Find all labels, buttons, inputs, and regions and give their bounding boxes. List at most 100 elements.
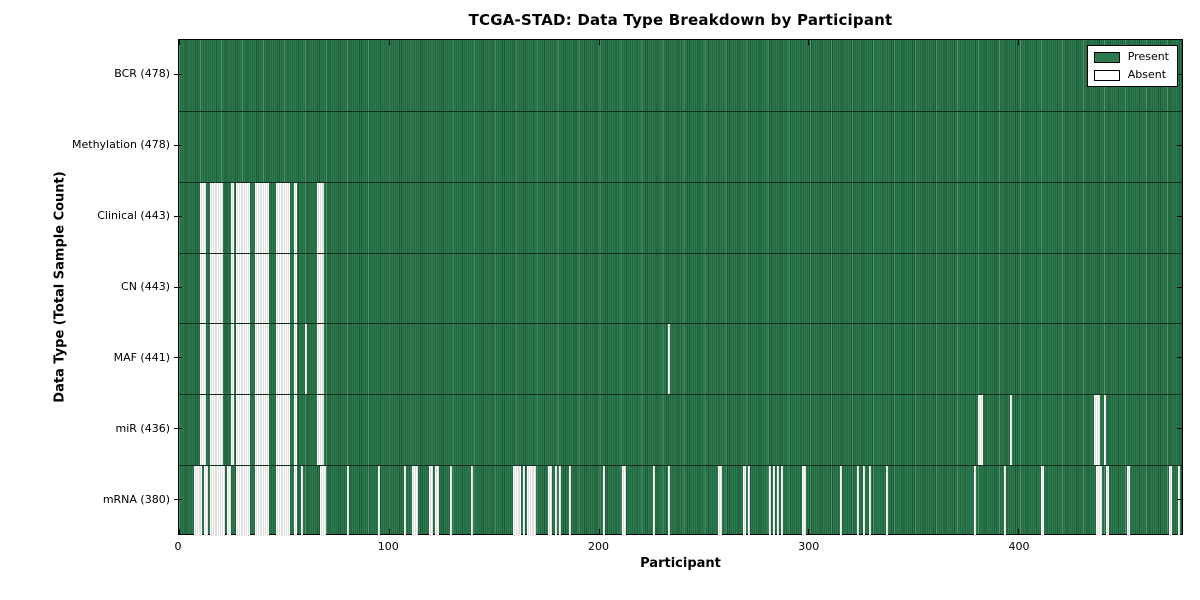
absent-stripe — [667, 465, 670, 536]
absent-stripe — [667, 323, 670, 395]
y-tick — [1177, 215, 1182, 217]
absent-stripe — [210, 181, 224, 253]
y-tick-label: CN (443) — [121, 280, 170, 293]
x-tick-label: 100 — [377, 540, 399, 553]
x-tick-label: 0 — [174, 540, 182, 553]
absent-stripe — [974, 465, 977, 536]
x-tick — [808, 40, 810, 45]
x-tick — [598, 529, 600, 534]
absent-stripe — [317, 323, 324, 395]
y-tick-label: Methylation (478) — [72, 138, 170, 152]
absent-stripe — [254, 252, 270, 324]
absent-stripe — [449, 465, 452, 536]
absent-stripe — [275, 323, 291, 395]
y-tick — [1177, 286, 1182, 288]
absent-stripe — [235, 252, 251, 324]
legend-present-label: Present — [1127, 50, 1169, 63]
absent-stripe — [839, 465, 843, 536]
absent-stripe — [1177, 465, 1180, 536]
absent-stripe — [527, 465, 536, 536]
absent-stripe — [317, 394, 324, 466]
x-tick — [388, 529, 390, 534]
absent-stripe — [1009, 394, 1013, 466]
absent-stripe — [978, 394, 983, 466]
absent-stripe — [231, 181, 234, 253]
y-tick — [174, 499, 182, 501]
y-tick — [1177, 357, 1182, 359]
absent-stripe — [743, 465, 746, 536]
absent-stripe — [869, 465, 872, 536]
absent-stripe — [210, 252, 224, 324]
y-tick-label: Clinical (443) — [97, 209, 170, 223]
y-tick-label: mRNA (380) — [102, 492, 170, 506]
absent-stripe — [275, 252, 291, 324]
absent-stripe — [294, 465, 297, 536]
x-axis-title: Participant — [640, 556, 721, 571]
chart-title: TCGA-STAD: Data Type Breakdown by Partic… — [468, 11, 893, 29]
absent-stripe — [403, 465, 406, 536]
absent-stripe — [275, 181, 291, 253]
y-tick-label: MAF (441) — [113, 350, 170, 364]
y-tick — [1177, 499, 1182, 501]
legend-item-present: Present — [1093, 50, 1169, 64]
absent-stripe — [254, 465, 270, 536]
absent-stripe — [210, 323, 224, 395]
x-tick-label: 400 — [1008, 540, 1030, 553]
absent-stripe — [199, 394, 207, 466]
absent-stripe — [317, 252, 324, 324]
absent-stripe — [802, 465, 807, 536]
x-tick-label: 300 — [798, 540, 820, 553]
absent-stripe — [569, 465, 572, 536]
y-tick — [174, 144, 182, 146]
absent-stripe — [275, 465, 291, 536]
absent-stripe — [317, 181, 324, 253]
absent-stripe — [254, 394, 270, 466]
absent-stripe — [523, 465, 526, 536]
absent-stripe — [1003, 465, 1006, 536]
absent-stripe — [554, 465, 557, 536]
x-tick — [388, 40, 390, 45]
y-tick — [174, 428, 182, 430]
absent-stripe — [294, 323, 297, 395]
absent-stripe — [621, 465, 626, 536]
absent-stripe — [434, 465, 440, 536]
absent-stripe — [235, 323, 251, 395]
y-tick — [1177, 73, 1182, 75]
absent-stripe — [411, 465, 419, 536]
x-tick — [1018, 529, 1020, 534]
absent-stripe — [235, 465, 251, 536]
absent-stripe — [199, 181, 207, 253]
y-tick — [1177, 428, 1182, 430]
absent-stripe — [275, 394, 291, 466]
x-tick — [1018, 40, 1020, 45]
absent-stripe — [300, 465, 303, 536]
absent-stripe — [1104, 394, 1107, 466]
absent-stripe — [254, 323, 270, 395]
absent-stripe — [718, 465, 723, 536]
absent-stripe — [602, 465, 605, 536]
y-tick — [174, 286, 182, 288]
y-tick — [174, 357, 182, 359]
absent-stripe — [428, 465, 433, 536]
x-tick — [598, 40, 600, 45]
absent-stripe — [548, 465, 553, 536]
absent-stripe — [235, 181, 251, 253]
absent-stripe — [777, 465, 780, 536]
row-separator — [179, 465, 1182, 467]
absent-stripe — [210, 465, 226, 536]
x-tick — [808, 529, 810, 534]
absent-stripe — [210, 394, 224, 466]
absent-stripe — [886, 465, 889, 536]
absent-stripe — [1127, 465, 1130, 536]
absent-stripe — [227, 465, 232, 536]
absent-stripe — [294, 181, 297, 253]
absent-stripe — [1095, 465, 1103, 536]
absent-stripe — [204, 465, 209, 536]
y-tick-label: BCR (478) — [114, 67, 170, 81]
legend-item-absent: Absent — [1093, 68, 1169, 82]
legend: Present Absent — [1086, 45, 1178, 87]
absent-stripe — [856, 465, 859, 536]
absent-stripe — [294, 252, 297, 324]
absent-stripe — [1041, 465, 1044, 536]
